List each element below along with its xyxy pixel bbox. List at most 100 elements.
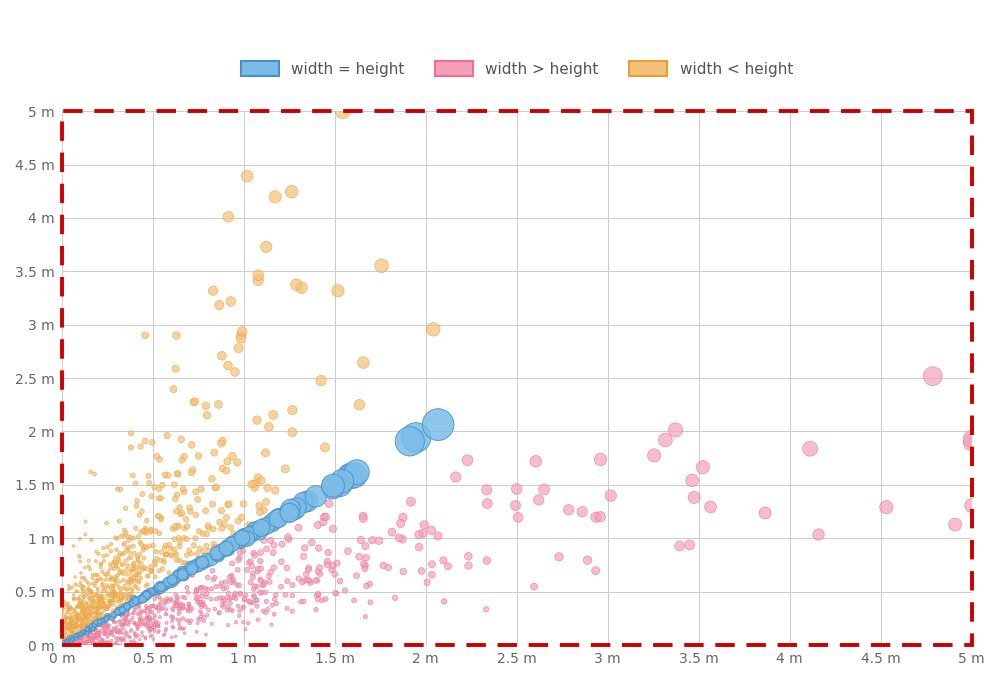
Point — [216, 519, 232, 530]
Point — [121, 620, 137, 631]
Point — [82, 585, 98, 596]
Point — [74, 584, 90, 595]
Point — [168, 573, 184, 584]
Point — [123, 636, 139, 647]
Point — [237, 531, 253, 542]
Point — [115, 605, 131, 616]
Point — [668, 424, 684, 435]
Point — [132, 614, 148, 625]
Point — [101, 599, 117, 610]
Point — [105, 622, 121, 633]
Point — [69, 635, 85, 646]
Point — [75, 637, 91, 648]
Point — [67, 571, 83, 582]
Point — [96, 628, 112, 639]
Point — [146, 600, 162, 611]
Point — [59, 598, 75, 609]
Point — [67, 606, 83, 617]
Point — [76, 607, 92, 618]
Point — [395, 512, 411, 523]
Point — [107, 571, 123, 582]
Point — [56, 604, 72, 615]
Point — [148, 602, 164, 613]
Point — [72, 612, 88, 622]
Point — [59, 619, 75, 630]
Point — [156, 557, 172, 568]
Point — [99, 639, 115, 650]
Point — [91, 619, 107, 630]
Point — [66, 633, 82, 644]
Point — [243, 556, 259, 567]
Point — [71, 638, 87, 649]
Point — [106, 631, 122, 642]
Point — [72, 614, 88, 625]
Point — [302, 577, 318, 588]
Point — [112, 605, 128, 616]
Point — [97, 593, 113, 604]
Point — [95, 615, 111, 626]
Point — [124, 585, 140, 596]
Point — [54, 627, 70, 638]
Point — [235, 545, 251, 556]
Point — [86, 598, 102, 609]
Point — [811, 529, 827, 540]
Point — [99, 580, 115, 590]
Point — [140, 471, 156, 481]
Point — [116, 590, 132, 601]
Point — [162, 550, 178, 560]
Point — [230, 565, 246, 575]
Point — [104, 572, 120, 583]
Point — [55, 635, 71, 646]
Point — [90, 618, 106, 629]
Point — [125, 533, 141, 543]
Point — [128, 567, 144, 577]
Point — [99, 603, 115, 614]
Point — [196, 599, 212, 610]
Point — [153, 584, 169, 595]
Point — [279, 603, 295, 614]
Point — [92, 602, 108, 613]
Point — [190, 618, 206, 629]
Point — [448, 471, 464, 482]
Point — [94, 602, 110, 613]
Point — [424, 569, 440, 580]
Point — [154, 479, 170, 490]
Point — [54, 635, 70, 646]
Point — [143, 601, 159, 612]
Point — [138, 528, 154, 539]
Point — [62, 618, 78, 629]
Point — [225, 575, 241, 586]
Point — [115, 559, 131, 570]
Point — [311, 563, 327, 573]
Point — [174, 603, 190, 614]
Point — [75, 595, 91, 605]
Point — [69, 629, 85, 640]
Point — [62, 635, 78, 646]
Point — [133, 611, 149, 622]
Point — [329, 558, 345, 569]
Point — [592, 511, 608, 522]
Point — [56, 634, 72, 645]
Point — [337, 585, 353, 596]
Point — [76, 639, 92, 650]
Point — [113, 603, 129, 614]
Point — [280, 532, 296, 543]
Point — [362, 597, 378, 608]
Point — [77, 606, 93, 617]
Point — [114, 605, 130, 616]
Point — [219, 582, 235, 593]
Point — [192, 606, 208, 617]
Point — [72, 590, 88, 601]
Point — [61, 631, 77, 642]
Point — [121, 589, 137, 600]
Point — [132, 605, 148, 616]
Point — [54, 592, 70, 603]
Point — [154, 582, 170, 592]
Point — [140, 590, 156, 601]
Point — [124, 575, 140, 586]
Point — [57, 636, 73, 647]
Point — [316, 511, 332, 522]
Point — [93, 558, 109, 569]
Point — [103, 583, 119, 594]
Point — [54, 638, 70, 649]
